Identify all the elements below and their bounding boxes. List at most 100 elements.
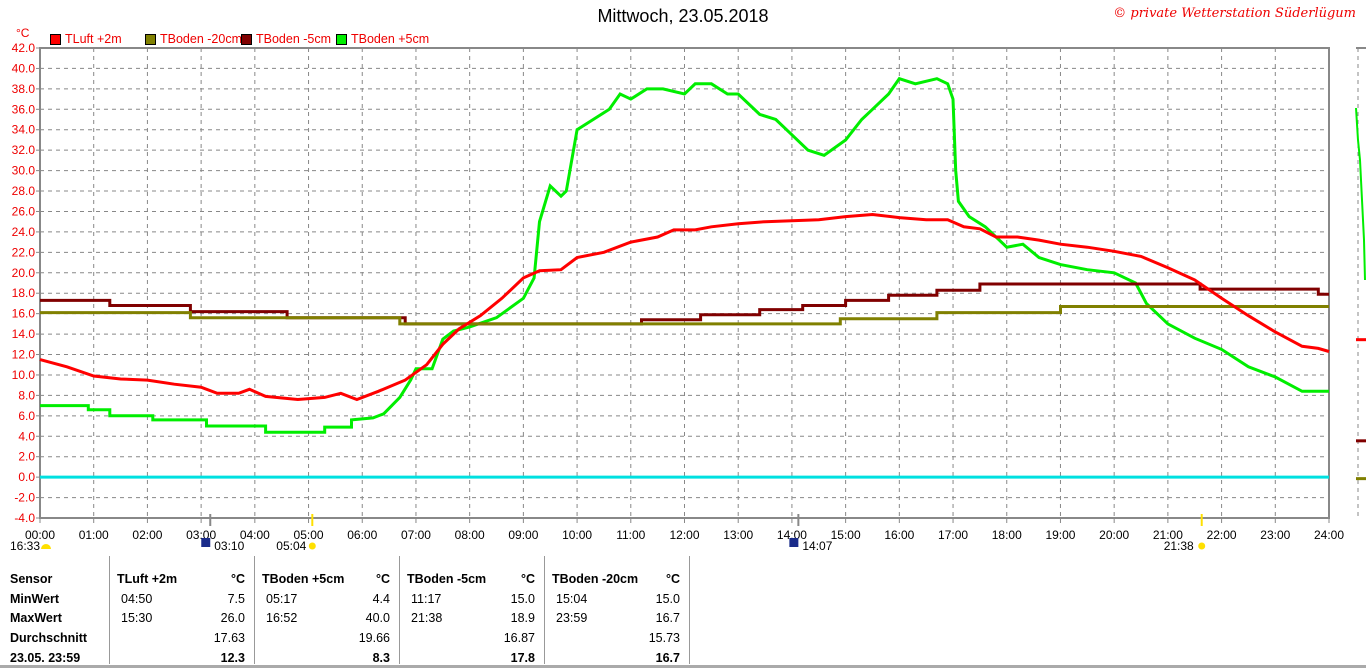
plot-frame [39, 47, 1330, 519]
y-tick-label: 30.0 [12, 164, 36, 178]
x-tick-label: 21:00 [1153, 528, 1183, 542]
event-time: 03:10 [214, 539, 244, 553]
event-time: 16:33 [10, 539, 40, 553]
x-tick-label: 05:00 [294, 528, 324, 542]
x-tick-label: 11:00 [616, 528, 645, 542]
legend-swatch [336, 33, 347, 45]
x-tick-label: 06:00 [347, 528, 377, 542]
table-cell: TBoden -5cm [407, 572, 487, 586]
table-cell: 04:50 [121, 592, 153, 606]
x-tick-label: 24:00 [1314, 528, 1344, 542]
table-cell: 23:59 [556, 611, 588, 625]
table-cell: 17.63 [213, 631, 245, 645]
x-tick-label: 14:00 [777, 528, 807, 542]
sunrise-icon [308, 542, 316, 550]
table-cell: °C [230, 572, 245, 586]
series-line-tboden-20cm [40, 305, 1329, 326]
x-tick-label: 08:00 [455, 528, 485, 542]
table-cell: °C [665, 572, 680, 586]
y-tick-label: 28.0 [12, 184, 36, 198]
x-tick-label: 13:00 [723, 528, 753, 542]
y-unit: °C [16, 26, 30, 40]
table-cell: Sensor [10, 572, 53, 586]
x-tick-label: 18:00 [992, 528, 1022, 542]
table-cell: TBoden +5cm [262, 572, 345, 586]
series-line-tluft-2m [39, 212, 1330, 402]
moonrise-icon [201, 538, 211, 547]
y-tick-label: 34.0 [12, 123, 36, 137]
table-cell: 17.8 [510, 651, 535, 665]
table-cell: 15.0 [655, 592, 680, 606]
x-tick-label: 17:00 [938, 528, 968, 542]
table-cell: 40.0 [365, 611, 390, 625]
y-tick-label: 24.0 [12, 225, 36, 239]
table-cell: 7.5 [227, 592, 245, 606]
legend-item: TLuft +2m [50, 32, 122, 46]
legend-label: TBoden -5cm [256, 32, 332, 46]
mini-marker-tboden-20 [1356, 477, 1366, 481]
y-tick-label: -2.0 [14, 491, 35, 505]
x-tick-label: 07:00 [401, 528, 431, 542]
table-cell: Durchschnitt [10, 631, 88, 645]
table-cell: °C [520, 572, 535, 586]
table-cell: 11:17 [411, 592, 442, 606]
x-tick-label: 15:00 [831, 528, 861, 542]
table-cell: TBoden -20cm [552, 572, 639, 586]
y-tick-label: 40.0 [12, 61, 36, 75]
bottom-scrollbar[interactable] [0, 665, 1366, 668]
column-divider [254, 556, 255, 664]
x-tick-label: 12:00 [669, 528, 699, 542]
y-tick-label: 22.0 [12, 245, 36, 259]
y-tick-label: 38.0 [12, 82, 36, 96]
legend-swatch [50, 33, 61, 45]
table-cell: 16.7 [655, 611, 680, 625]
y-tick-label: 12.0 [12, 348, 36, 362]
moon-icon [789, 538, 799, 547]
y-tick-label: 26.0 [12, 204, 36, 218]
table-cell: 15.73 [648, 631, 680, 645]
table-cell: 26.0 [220, 611, 245, 625]
y-tick-label: 2.0 [18, 450, 35, 464]
series-line-tboden-5cm [40, 282, 1329, 326]
y-tick-label: 18.0 [12, 286, 36, 300]
event-time: 21:38 [1164, 539, 1194, 553]
y-tick-label: 16.0 [12, 307, 36, 321]
table-cell: 4.4 [372, 592, 390, 606]
table-cell: 16:52 [266, 611, 298, 625]
table-cell: 8.3 [372, 651, 390, 665]
y-tick-label: 0.0 [18, 470, 35, 484]
y-tick-label: 10.0 [12, 368, 36, 382]
table-cell: 21:38 [411, 611, 443, 625]
series-line-tboden-5cm [40, 76, 1329, 434]
legend-label: TLuft +2m [65, 32, 122, 46]
x-tick-label: 23:00 [1260, 528, 1290, 542]
table-cell: 23.05. 23:59 [10, 651, 81, 665]
column-divider [544, 556, 545, 664]
y-tick-label: 8.0 [18, 388, 35, 402]
legend-item: TBoden +5cm [336, 32, 429, 46]
table-cell: 15:04 [556, 592, 588, 606]
y-tick-label: 6.0 [18, 409, 35, 423]
x-tick-label: 09:00 [508, 528, 538, 542]
y-tick-label: 14.0 [12, 327, 36, 341]
x-tick-label: 02:00 [132, 528, 162, 542]
x-tick-label: 10:00 [562, 528, 592, 542]
event-time: 14:07 [802, 539, 832, 553]
mini-trace-tboden+5 [1355, 107, 1366, 281]
x-tick-label: 20:00 [1099, 528, 1129, 542]
mini-marker-tluft [1356, 338, 1366, 342]
table-cell: 19.66 [358, 631, 390, 645]
table-cell: 18.9 [510, 611, 535, 625]
legend-label: TBoden +5cm [351, 32, 430, 46]
copyright: © private Wetterstation Süderlügum [1113, 6, 1356, 21]
table-cell: 16.7 [655, 651, 680, 665]
table-cell: 05:17 [266, 592, 298, 606]
x-tick-label: 04:00 [240, 528, 270, 542]
x-tick-label: 19:00 [1045, 528, 1075, 542]
table-cell: TLuft +2m [117, 572, 178, 586]
y-tick-label: 36.0 [12, 102, 36, 116]
column-divider [689, 556, 690, 664]
y-tick-label: 42.0 [12, 41, 36, 55]
sunset-icon [1198, 542, 1206, 550]
x-tick-label: 22:00 [1207, 528, 1237, 542]
